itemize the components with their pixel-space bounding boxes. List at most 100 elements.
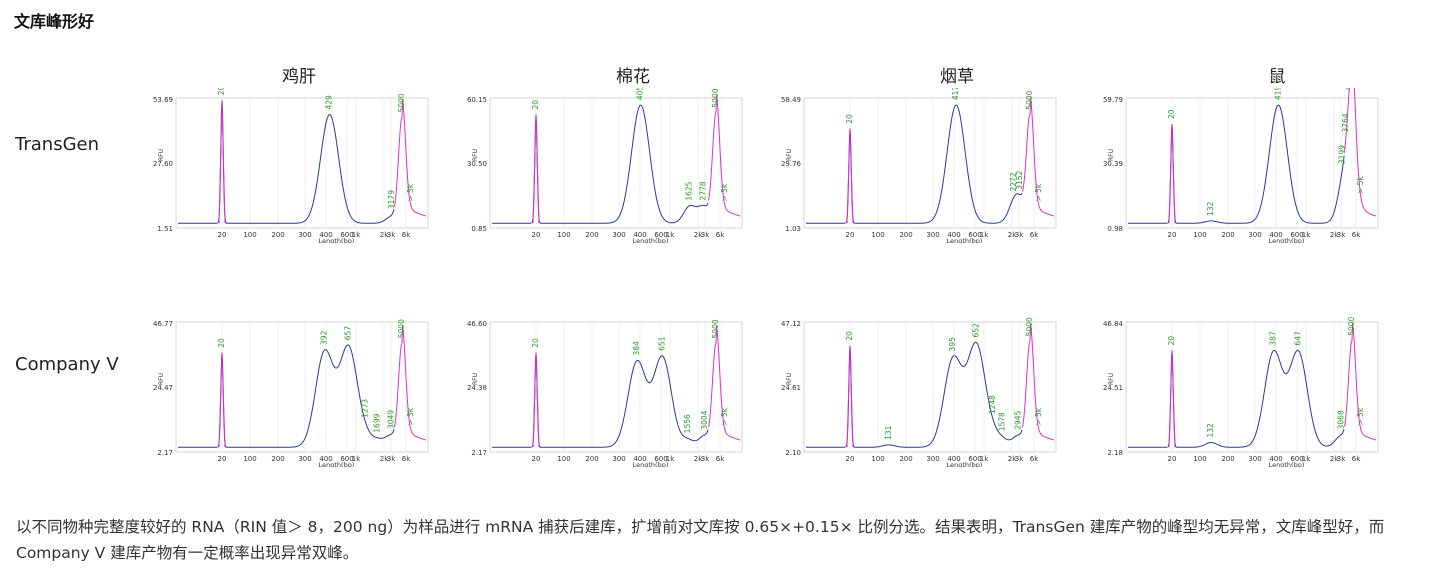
y-tick-label: 60.15 bbox=[467, 96, 487, 104]
x-axis-label: Length(bp) bbox=[947, 461, 983, 467]
x-tick-label: 20 bbox=[846, 455, 855, 463]
column-header-3: 烟草 bbox=[940, 67, 974, 87]
plot-frame bbox=[489, 97, 743, 229]
x-axis-label: Length(bp) bbox=[1269, 461, 1305, 467]
x-tick-label: 600 bbox=[654, 455, 667, 463]
peak-label: 2945 bbox=[1014, 410, 1023, 429]
x-tick-label: 1k bbox=[352, 455, 361, 463]
peak-label: 647 bbox=[1293, 331, 1302, 346]
x-tick-label: 600 bbox=[968, 231, 981, 239]
row-label-transgen: TransGen bbox=[15, 134, 99, 155]
x-tick-label: 20 bbox=[218, 231, 227, 239]
x-tick-label: 400 bbox=[319, 231, 332, 239]
x-tick-label: 100 bbox=[1193, 231, 1206, 239]
peak-label: 429 bbox=[325, 95, 334, 110]
y-axis-label: RFU bbox=[158, 373, 165, 385]
x-tick-label: 600 bbox=[340, 455, 353, 463]
x-tick-label: 400 bbox=[947, 231, 960, 239]
peak-label: 1556 bbox=[683, 414, 692, 433]
lower-marker-peak bbox=[218, 100, 226, 224]
trace-segment bbox=[1167, 349, 1345, 448]
peak-label: 3068 bbox=[1336, 410, 1345, 429]
lower-marker-peak bbox=[846, 128, 854, 224]
figure-caption: 以不同物种完整度较好的 RNA（RIN 值＞ 8，200 ng）为样品进行 mR… bbox=[16, 518, 1385, 562]
lower-marker-peak bbox=[846, 345, 854, 448]
x-tick-label: 100 bbox=[871, 231, 884, 239]
x-tick-label: 100 bbox=[871, 455, 884, 463]
x-tick-label: 3k bbox=[1015, 455, 1024, 463]
x-tick-label: 6k bbox=[1030, 455, 1039, 463]
x-tick-label: 400 bbox=[633, 231, 646, 239]
y-axis-label: RFU bbox=[1108, 373, 1115, 385]
peak-label: 392 bbox=[320, 330, 329, 345]
peak-label: 387 bbox=[1269, 331, 1278, 346]
peak-label: 419 bbox=[1273, 88, 1282, 100]
peak-label: 1699 bbox=[372, 413, 381, 432]
x-tick-label: 2k bbox=[1008, 231, 1017, 239]
lower-marker-peak bbox=[1168, 123, 1176, 224]
x-tick-label: 200 bbox=[1221, 455, 1234, 463]
x-tick-label: 600 bbox=[1290, 231, 1303, 239]
y-tick-label: 29.76 bbox=[781, 160, 802, 168]
x-tick-label: 1k bbox=[1302, 455, 1311, 463]
lower-marker-peak bbox=[218, 352, 226, 448]
x-tick-label: 100 bbox=[243, 231, 256, 239]
trace-segment bbox=[394, 325, 427, 441]
y-tick-label: 30.50 bbox=[467, 160, 487, 168]
peak-label: > 5k bbox=[1356, 176, 1365, 194]
x-tick-label: 20 bbox=[846, 231, 855, 239]
peak-label: > 5k bbox=[1034, 407, 1043, 425]
trace-segment bbox=[217, 100, 395, 224]
y-tick-label: 53.69 bbox=[153, 96, 173, 104]
x-tick-label: 1k bbox=[980, 455, 989, 463]
y-tick-label: 1.51 bbox=[157, 225, 173, 233]
peak-label: 5000 bbox=[397, 93, 406, 112]
x-tick-label: 100 bbox=[243, 455, 256, 463]
y-axis-label: RFU bbox=[786, 373, 793, 385]
peak-label: 20 bbox=[217, 88, 226, 95]
peak-label: 20 bbox=[845, 331, 854, 341]
plot-frame bbox=[175, 321, 429, 453]
peak-label: 1248 bbox=[988, 395, 997, 414]
x-axis-label: Length(bp) bbox=[1269, 237, 1305, 243]
peak-label: 3179 bbox=[387, 190, 396, 209]
peak-label: 405 bbox=[636, 88, 645, 100]
peak-label: 3004 bbox=[700, 410, 709, 429]
y-tick-label: 0.85 bbox=[471, 225, 487, 233]
x-tick-label: 6k bbox=[1352, 231, 1361, 239]
x-tick-label: 300 bbox=[298, 455, 311, 463]
x-tick-label: 3k bbox=[387, 231, 396, 239]
x-tick-label: 1k bbox=[666, 455, 675, 463]
peak-label: > 5k bbox=[720, 183, 729, 201]
x-axis-label: Length(bp) bbox=[633, 461, 669, 467]
y-tick-label: 46.77 bbox=[153, 320, 173, 328]
y-tick-label: 59.79 bbox=[1103, 96, 1123, 104]
trace-segment bbox=[1022, 97, 1055, 217]
y-tick-label: 24.38 bbox=[467, 384, 487, 392]
peak-label: > 5k bbox=[406, 407, 415, 425]
x-tick-label: 200 bbox=[271, 455, 284, 463]
plot-frame bbox=[1125, 321, 1379, 453]
lower-marker-peak bbox=[1168, 350, 1176, 448]
y-tick-label: 30.39 bbox=[1103, 160, 1123, 168]
peak-label: 20 bbox=[531, 338, 540, 348]
trace-segment bbox=[394, 99, 427, 217]
trace-segment bbox=[1344, 323, 1377, 441]
peak-label: 1625 bbox=[685, 181, 694, 200]
trace-segment bbox=[531, 352, 709, 448]
x-tick-label: 6k bbox=[402, 455, 411, 463]
x-tick-label: 600 bbox=[654, 231, 667, 239]
x-tick-label: 3k bbox=[701, 455, 710, 463]
peak-label: 1578 bbox=[997, 412, 1006, 431]
x-tick-label: 200 bbox=[899, 231, 912, 239]
x-tick-label: 20 bbox=[1168, 455, 1177, 463]
peak-label: 384 bbox=[632, 341, 641, 356]
y-tick-label: 24.51 bbox=[1103, 384, 1123, 392]
x-tick-label: 600 bbox=[1290, 455, 1303, 463]
y-tick-label: 46.84 bbox=[1103, 320, 1124, 328]
x-tick-label: 600 bbox=[968, 455, 981, 463]
peak-label: 657 bbox=[344, 326, 353, 341]
